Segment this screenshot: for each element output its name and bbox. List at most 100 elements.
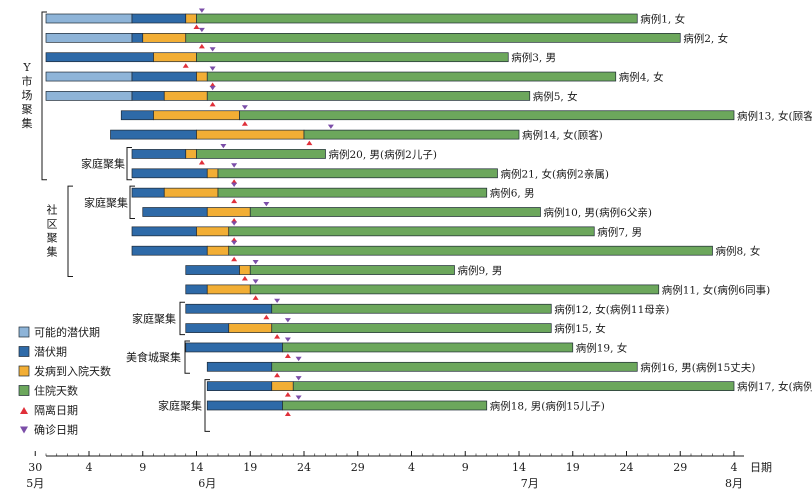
isolation-marker [231,256,238,262]
case-bar-segment [249,265,455,275]
case-bar-segment [206,381,273,391]
isolation-marker [193,24,200,29]
case-bar-segment [185,265,240,275]
case-label: 病例6, 男 [490,187,535,200]
case-label: 病例11, 女(病例6同事) [662,283,770,296]
group-label-char: 场 [22,88,33,102]
case-bar-segment [206,91,531,101]
sub-group-label: 美食城聚集 [126,350,181,364]
diagnosis-marker [284,337,291,342]
diagnosis-marker [231,163,238,168]
month-label: 5月 [26,477,44,490]
case-label: 病例5, 女 [533,90,578,103]
case-label: 病例19, 女 [576,341,628,354]
diagnosis-marker [209,47,216,52]
legend-label: 可能的潜伏期 [34,325,100,339]
case-bar-segment [153,52,197,63]
diagnosis-marker [274,298,281,304]
x-tick-label: 14 [190,461,204,474]
diagnosis-marker [327,124,334,129]
sub-group-label: 家庭聚集 [81,157,125,171]
legend-label: 确诊日期 [34,423,78,437]
legend-label: 住院天数 [34,384,78,398]
isolation-marker [274,372,281,378]
case-bar-segment [131,71,197,82]
y-market-group-bracket [41,11,47,181]
month-label: 8月 [725,477,743,490]
case-label: 病例3, 男 [511,51,556,64]
sub-group-bracket [179,301,185,336]
case-bar-segment [249,284,660,295]
case-bar-segment [131,149,187,159]
case-bar-segment [271,381,294,391]
isolation-marker [263,314,270,320]
group-label-char: 社 [47,202,58,216]
case-bar-segment [249,207,541,217]
case-bar-segment [228,245,713,256]
case-bar-segment [120,110,154,121]
community-group-bracket [67,185,73,278]
diagnosis-marker [295,376,302,381]
x-tick-label: 4 [86,461,93,474]
group-label-char: 聚 [47,231,58,244]
case-bar-segment [206,245,230,256]
case-bar-segment [131,245,208,256]
x-tick-label: 19 [566,461,580,474]
case-label: 病例4, 女 [619,71,664,84]
case-bar-segment [217,168,498,179]
case-bar-segment [45,32,133,43]
case-bar-segment [185,149,197,159]
diagnosis-marker [252,279,259,284]
legend-label: 隔离日期 [34,403,78,417]
x-tick-label: 4 [408,461,415,474]
legend-swatch [18,346,30,357]
case-bar-segment [271,303,552,314]
case-bar-segment [185,323,230,333]
case-label: 病例20, 男(病例2儿子) [329,148,437,161]
case-bar-segment [206,400,283,411]
case-bar-segment [206,284,251,295]
case-bar-segment [292,381,735,391]
case-bar-segment [217,187,488,198]
case-bar-segment [142,32,187,43]
x-tick-label: 24 [620,461,634,474]
sub-group-bracket [129,185,135,219]
case-bar-segment [271,323,552,333]
x-tick-label: 14 [512,461,526,474]
case-bar-segment [185,342,283,353]
case-bar-segment [185,303,273,314]
case-label: 病例17, 女(病例15女儿) [737,380,812,393]
case-bar-segment [228,323,273,333]
isolation-marker [209,101,216,107]
case-bar-segment [110,129,197,140]
case-bar-segment [45,71,133,82]
legend-swatch [18,385,30,396]
case-label: 病例8, 女 [716,245,761,258]
diagnosis-marker [295,356,302,362]
diagnosis-marker [263,202,270,207]
isolation-marker [198,159,205,165]
diagnosis-marker [231,240,238,245]
group-label-char: 市 [22,74,33,88]
case-bar-segment [239,110,735,121]
case-label: 病例21, 女(病例2亲属) [501,167,609,180]
case-bar-segment [206,71,617,82]
case-label: 病例16, 男(病例15丈夫) [640,361,755,374]
x-tick-label: 19 [243,461,257,474]
case-label: 病例12, 女(病例11母亲) [554,303,669,316]
diagnosis-marker [209,66,216,71]
diagnosis-marker [252,260,259,265]
case-bar-segment [282,400,488,411]
case-bar-segment [45,52,154,63]
isolation-marker [284,392,291,397]
isolation-marker [231,198,238,204]
month-label: 7月 [521,477,539,490]
group-label-char: Y [22,61,31,74]
case-bar-segment [206,361,273,372]
case-bar-segment [303,129,520,140]
case-bar-segment [206,207,251,217]
legend-swatch [18,326,30,338]
isolation-marker [252,295,259,300]
diagnosis-marker [295,395,302,400]
